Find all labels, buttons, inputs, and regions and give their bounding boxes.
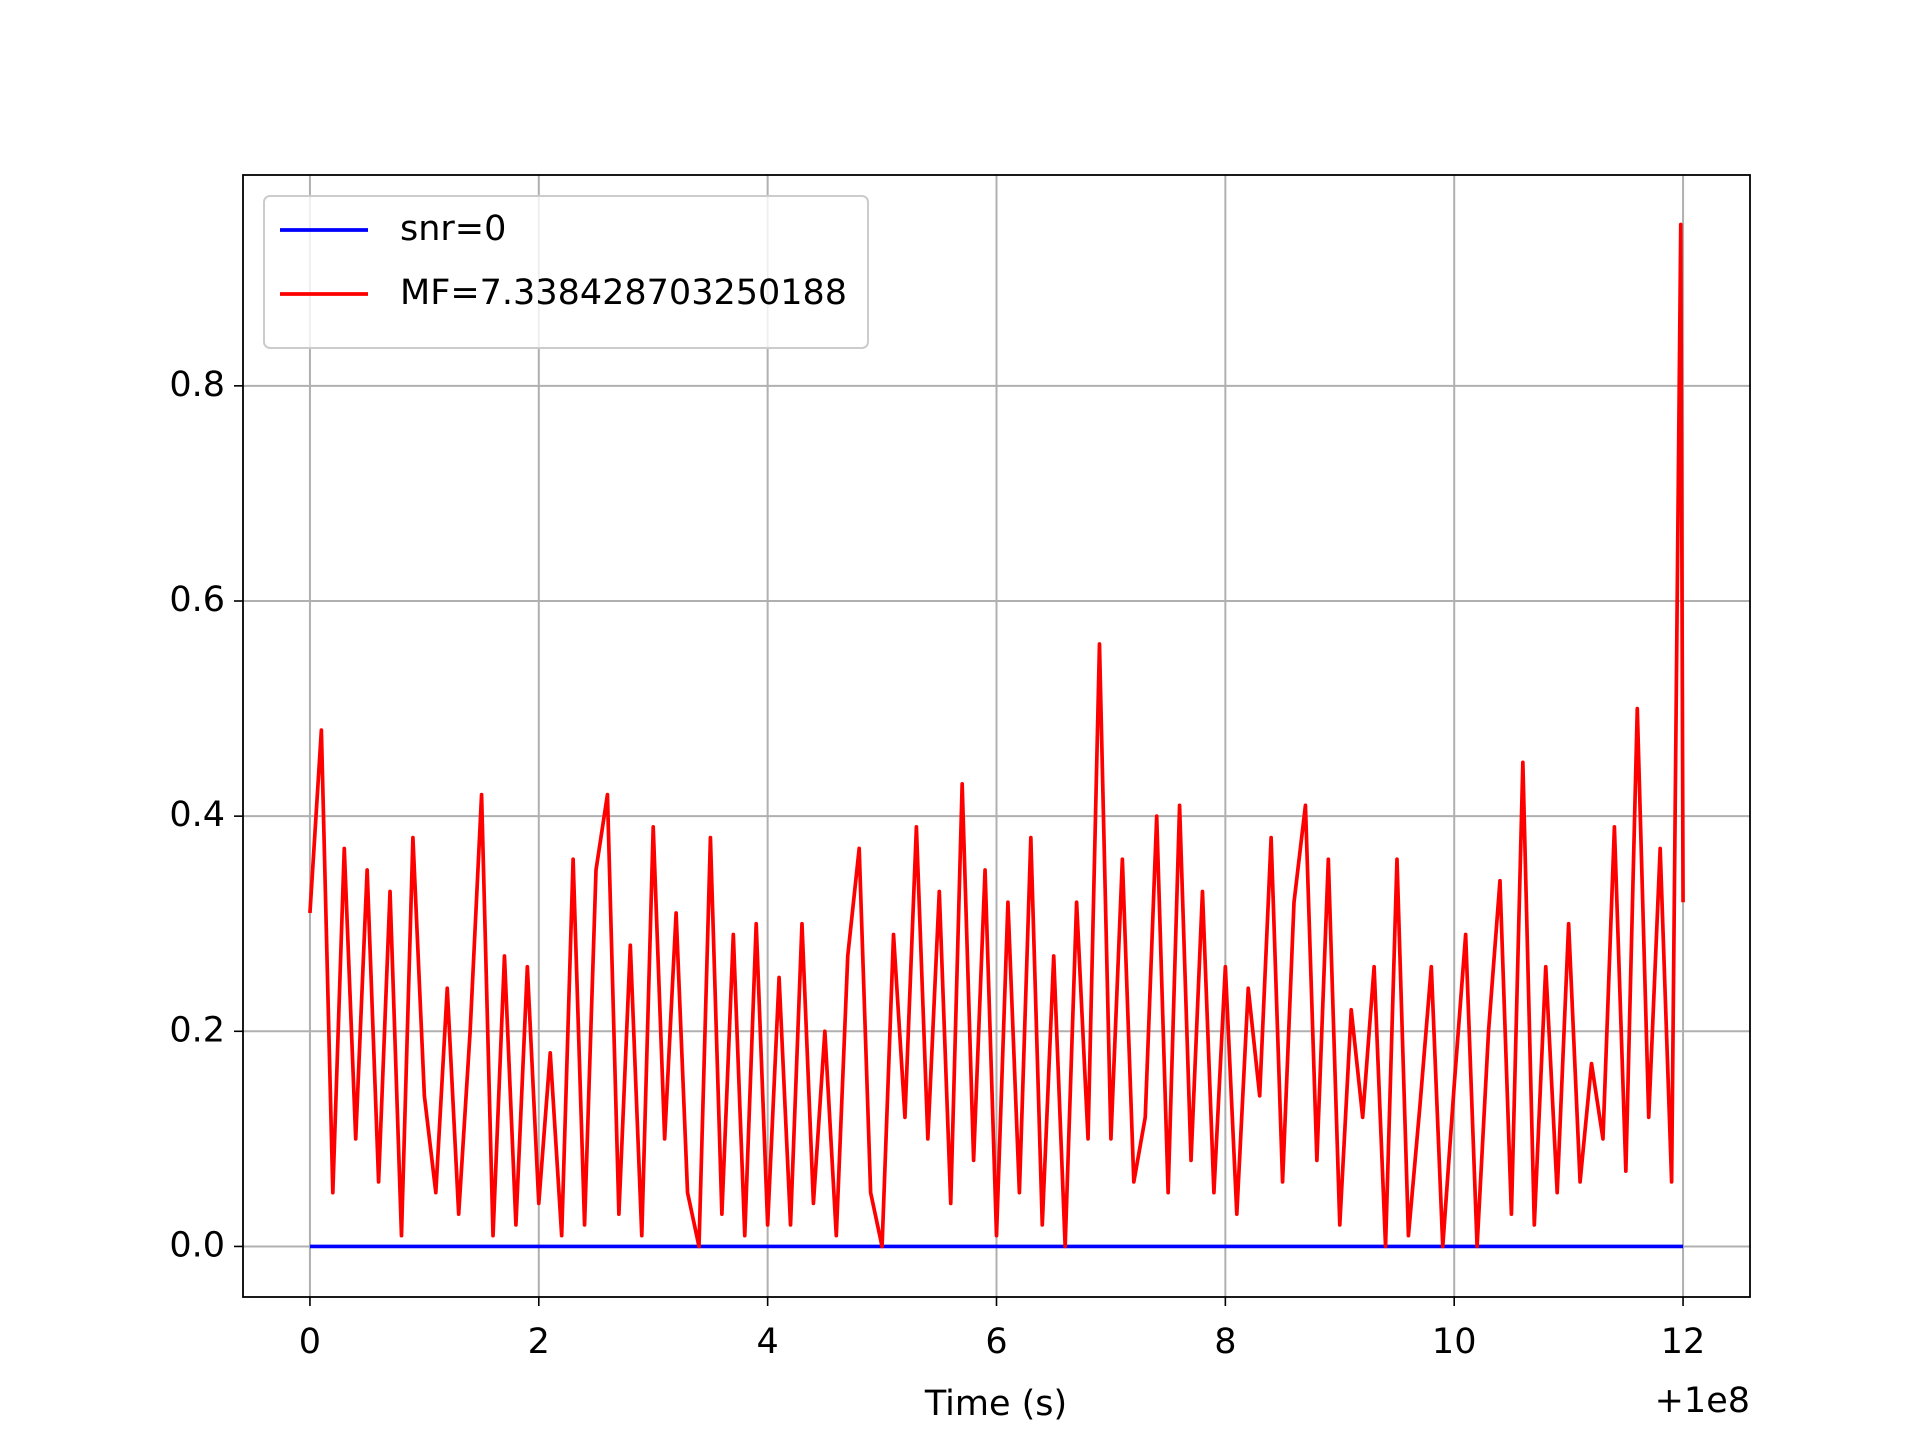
- x-tick-label: 2: [528, 1322, 550, 1362]
- plot-frame: [242, 174, 1751, 1298]
- y-tick-label: 0.0: [169, 1225, 225, 1265]
- x-tick-label: 4: [757, 1322, 779, 1362]
- data-line: [308, 222, 1685, 1249]
- x-axis-label: Time (s): [924, 1384, 1067, 1424]
- y-tick-label: 0.4: [169, 795, 225, 835]
- legend-box: [263, 195, 869, 349]
- x-tick-label: 8: [1214, 1322, 1236, 1362]
- legend-label: MF=7.338428703250188: [400, 273, 847, 313]
- y-tick-label: 0.6: [169, 580, 225, 620]
- legend-label: snr=0: [400, 209, 506, 249]
- x-tick-label: 0: [299, 1322, 321, 1362]
- x-offset-label: +1e8: [1655, 1381, 1750, 1421]
- legend: snr=0 MF=7.338428703250188: [263, 195, 869, 349]
- y-tick-label: 0.8: [169, 365, 225, 405]
- x-tick-label: 12: [1661, 1322, 1706, 1362]
- x-tick-label: 6: [985, 1322, 1007, 1362]
- x-tick-label: 10: [1432, 1322, 1477, 1362]
- y-tick-label: 0.2: [169, 1010, 225, 1050]
